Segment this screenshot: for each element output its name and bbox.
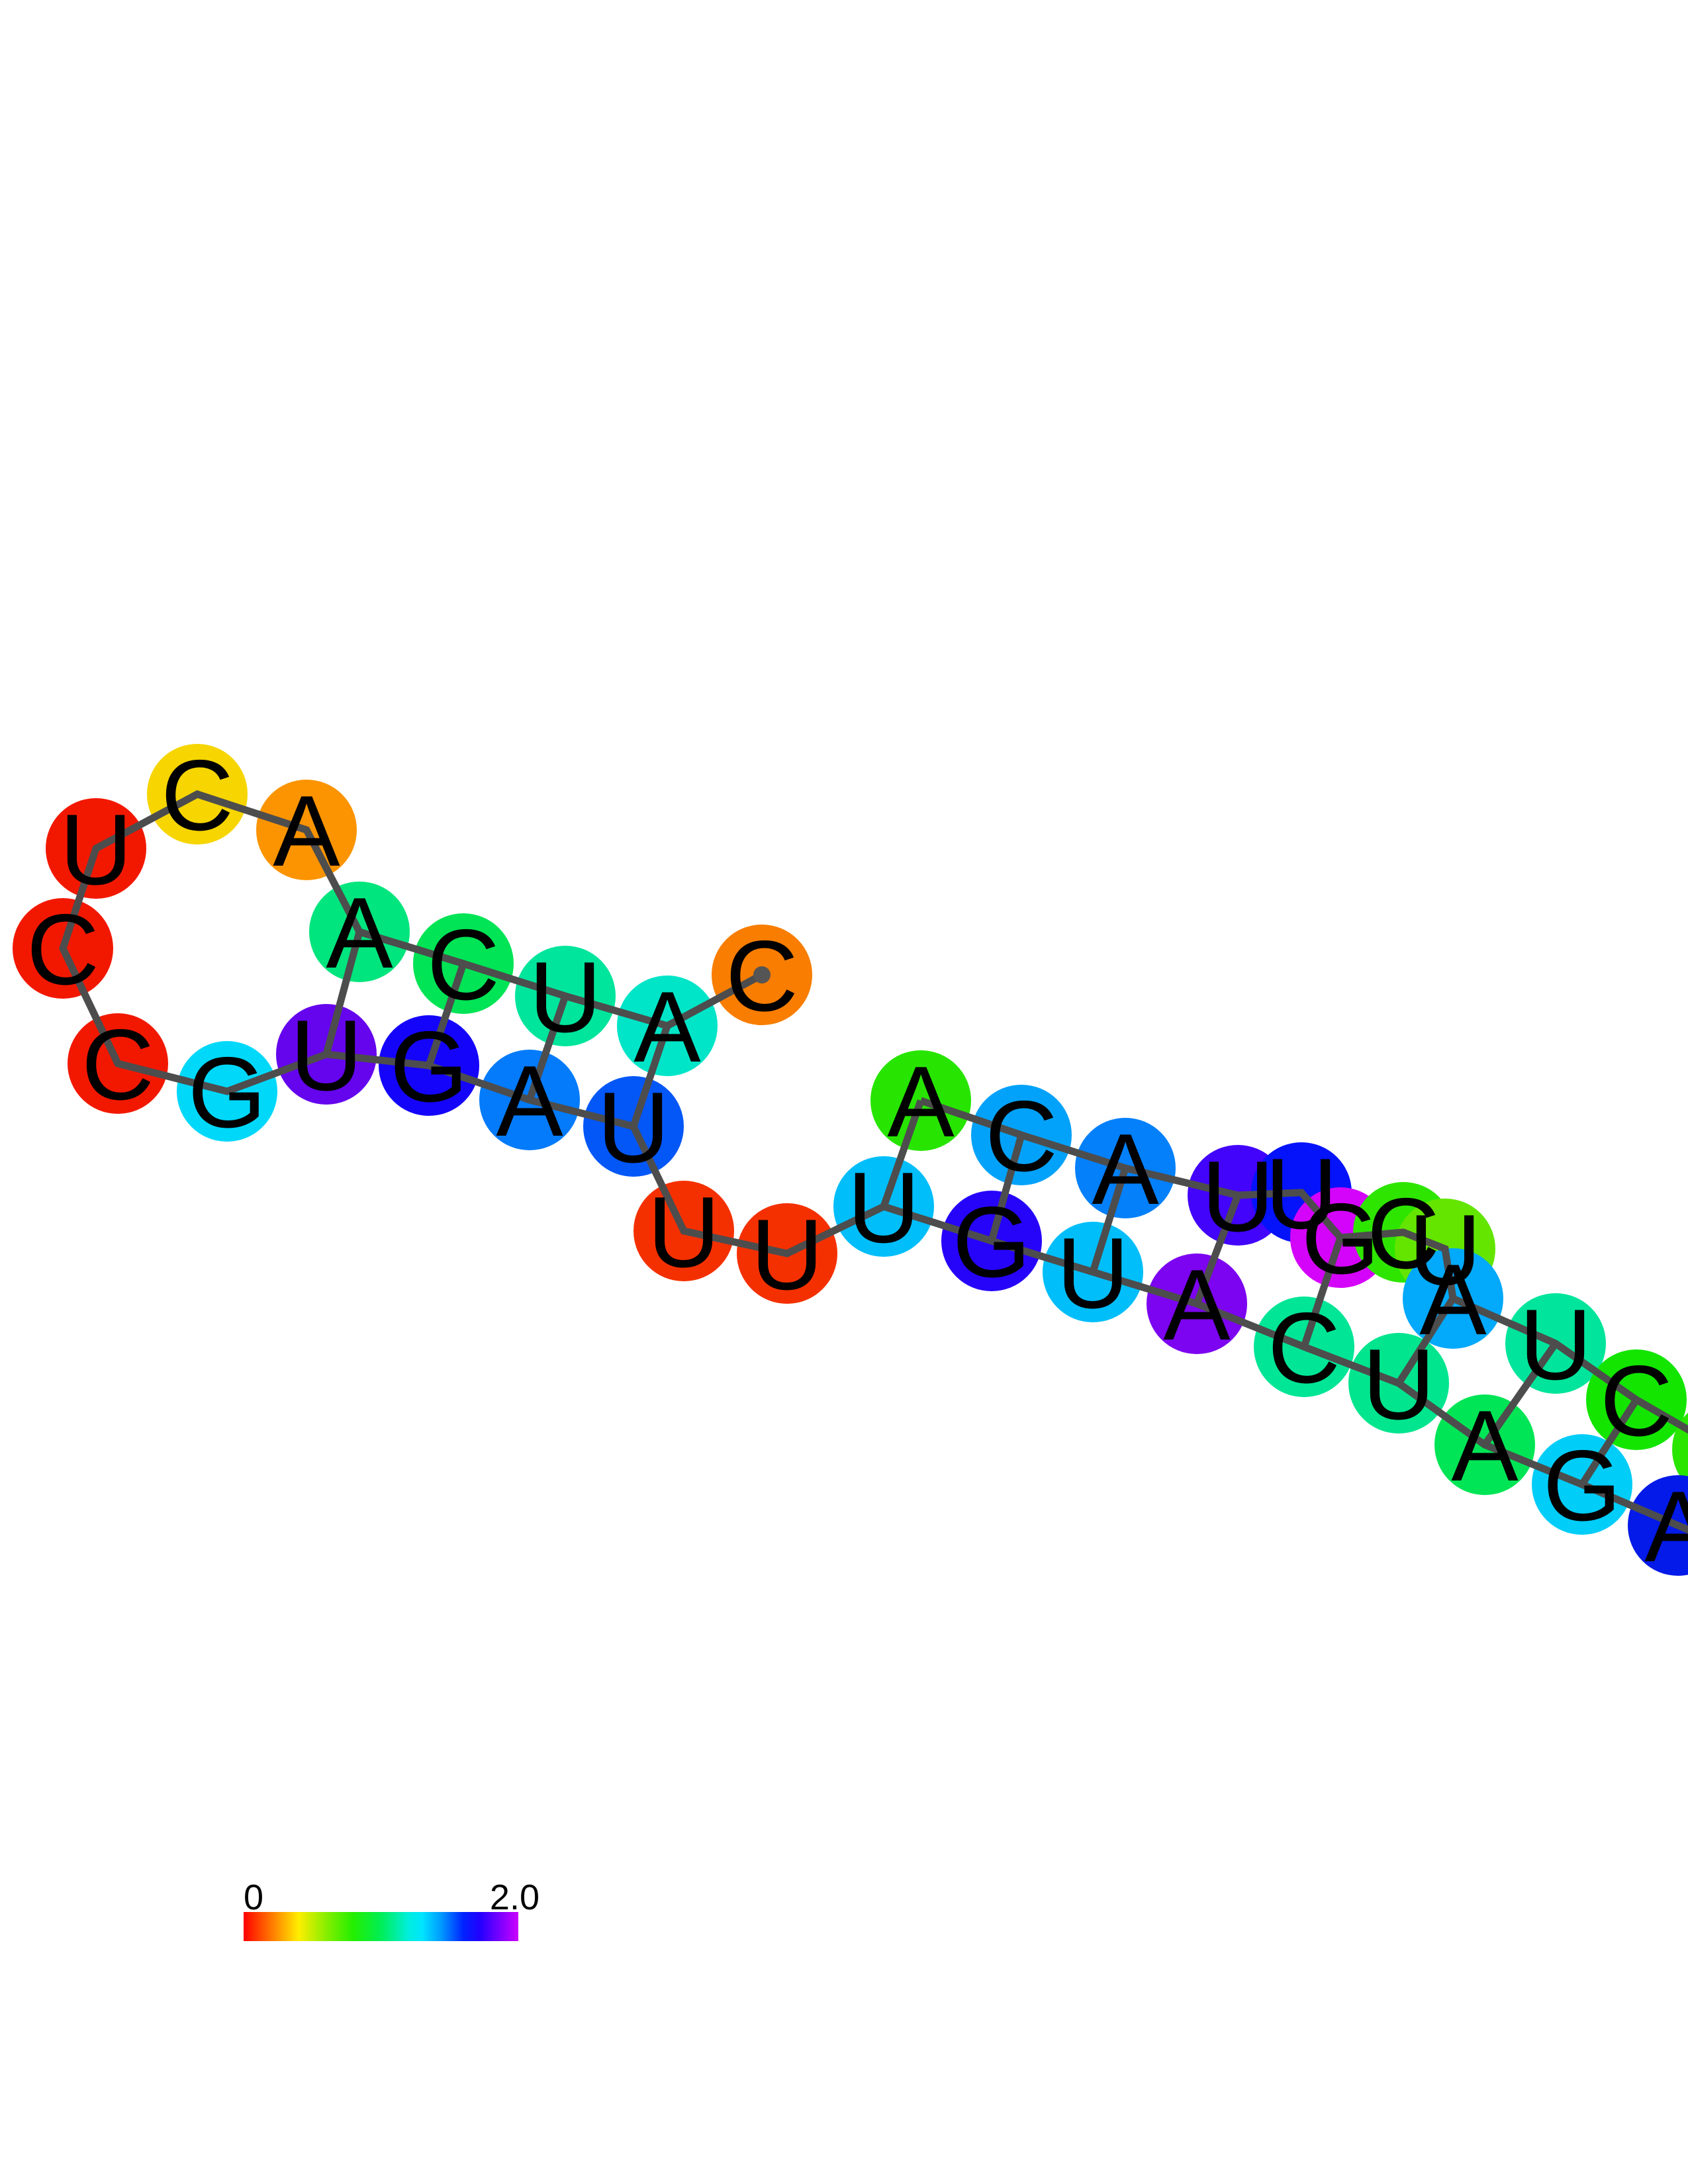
colorbar-max-label: 2.0: [490, 1878, 539, 1917]
colorbar-gradient: [244, 1912, 518, 1941]
nucleotide-letter-36: A: [1092, 1113, 1159, 1226]
colorbar-min-label: 0: [244, 1878, 263, 1917]
nucleotide-letter-22: C: [1268, 1292, 1340, 1404]
nucleotide-letter-7: C: [161, 739, 234, 852]
nucleotide-letter-12: U: [290, 999, 363, 1112]
five-prime-end-dot: [753, 966, 771, 983]
base-pair-bond-3-14: [526, 995, 569, 1101]
nucleotide-letter-37: C: [985, 1080, 1058, 1193]
nucleotide-letter-11: G: [188, 1036, 266, 1149]
nucleotide-letter-26: A: [1644, 1471, 1688, 1583]
nucleotide-letter-15: U: [597, 1071, 670, 1184]
base-pair-bond-28-25: [1579, 1398, 1640, 1486]
nucleotide-letter-21: A: [1163, 1249, 1231, 1361]
nucleotide-letter-20: U: [1056, 1217, 1129, 1330]
nucleotide-letter-14: A: [496, 1045, 563, 1158]
nucleotide-letter-5: A: [326, 877, 393, 989]
nucleotide-letter-4: C: [427, 909, 500, 1021]
base-pair-bond-36-20: [1089, 1167, 1129, 1273]
nucleotide-letter-29: U: [1519, 1289, 1592, 1401]
nucleotide-letter-33: G: [1301, 1183, 1380, 1295]
colorbar: 0 2.0: [244, 1878, 539, 1941]
base-pair-bond-38-18: [880, 1099, 925, 1208]
nucleotide-letter-1: C: [726, 920, 798, 1032]
base-pair-bond-29-24: [1481, 1341, 1559, 1447]
base-pair-bond-30-23: [1395, 1297, 1456, 1385]
base-pair-bond-37-19: [988, 1134, 1025, 1242]
nucleotide-letter-6: A: [273, 775, 340, 887]
nucleotide-letter-35: U: [1201, 1140, 1274, 1253]
base-pair-bond-4-13: [425, 962, 467, 1067]
nucleotide-letter-13: G: [390, 1011, 468, 1123]
nucleotide-letter-2: A: [633, 971, 701, 1083]
nucleotide-letter-38: A: [887, 1046, 955, 1158]
nucleotide-letter-10: C: [81, 1009, 154, 1121]
nucleotide-letter-34: U: [1265, 1138, 1338, 1250]
nucleotide-letter-30: A: [1419, 1244, 1487, 1356]
nucleotide-letter-3: U: [529, 941, 602, 1054]
base-pair-bond-5-12: [322, 931, 363, 1056]
nucleotide-letter-16: U: [647, 1176, 720, 1289]
nucleotide-letter-25: G: [1543, 1430, 1621, 1542]
nucleotide-letter-17: U: [751, 1199, 823, 1311]
base-pair-bond-2-15: [630, 1024, 671, 1128]
base-pair-bonds: [322, 931, 1640, 1486]
nucleotide-letter-32: C: [1367, 1177, 1440, 1290]
base-pair-bond-33-22: [1300, 1236, 1344, 1348]
nucleotide-circle-26-A: [1628, 1475, 1688, 1576]
nucleotide-letter-19: G: [953, 1186, 1031, 1298]
nucleotide-letter-31: U: [1409, 1194, 1481, 1306]
nucleotide-letter-24: A: [1451, 1390, 1519, 1502]
nucleotide-letter-18: U: [847, 1152, 920, 1264]
nucleotide-letter-28: C: [1600, 1345, 1673, 1457]
nucleotide-letter-8: U: [60, 794, 132, 906]
base-pair-bond-35-21: [1193, 1194, 1242, 1305]
nucleotide-letter-9: C: [26, 893, 99, 1006]
nucleotide-letter-23: U: [1362, 1328, 1435, 1441]
